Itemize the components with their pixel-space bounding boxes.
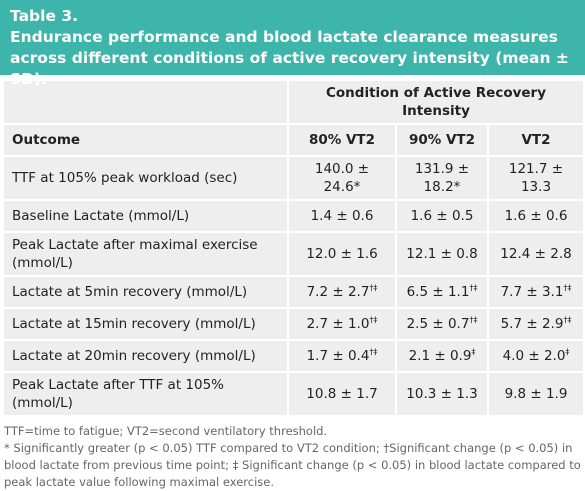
table-row: Lactate at 20min recovery (mmol/L) 1.7 ± … xyxy=(2,339,585,373)
column-header: Outcome xyxy=(2,123,289,157)
value-text: 2.7 ± 1.0 xyxy=(306,316,370,332)
value-cell: 12.0 ± 1.6 xyxy=(287,231,397,277)
outcome-cell: TTF at 105% peak workload (sec) xyxy=(2,155,289,201)
table-title: Endurance performance and blood lactate … xyxy=(10,28,569,88)
value-cell: 1.6 ± 0.6 xyxy=(487,199,585,233)
value-text: 7.7 ± 3.1 xyxy=(500,284,564,300)
data-table: Condition of Active Recovery Intensity Ou… xyxy=(2,79,585,417)
value-cell: 131.9 ± 18.2* xyxy=(395,155,489,201)
empty-cell xyxy=(2,79,289,125)
significance-mark: †‡ xyxy=(469,315,478,325)
value-cell: 2.5 ± 0.7†‡ xyxy=(395,307,489,341)
value-cell: 10.8 ± 1.7 xyxy=(287,371,397,417)
value-cell: 1.4 ± 0.6 xyxy=(287,199,397,233)
outcome-cell: Baseline Lactate (mmol/L) xyxy=(2,199,289,233)
group-header-row: Condition of Active Recovery Intensity xyxy=(2,79,585,125)
value-cell: 4.0 ± 2.0‡ xyxy=(487,339,585,373)
column-header-row: Outcome 80% VT2 90% VT2 VT2 xyxy=(2,123,585,157)
table-row: Lactate at 5min recovery (mmol/L) 7.2 ± 2… xyxy=(2,275,585,309)
value-cell: 7.2 ± 2.7†‡ xyxy=(287,275,397,309)
value-text: 4.0 ± 2.0 xyxy=(502,348,566,364)
value-cell: 10.3 ± 1.3 xyxy=(395,371,489,417)
significance-mark: †‡ xyxy=(369,315,378,325)
footnote: TTF=time to fatigue; VT2=second ventilat… xyxy=(4,424,328,438)
value-cell: 2.7 ± 1.0†‡ xyxy=(287,307,397,341)
significance-mark: ‡ xyxy=(565,347,570,357)
column-header: VT2 xyxy=(487,123,585,157)
table-header: Table 3. Endurance performance and blood… xyxy=(0,0,585,88)
table-row: Lactate at 15min recovery (mmol/L) 2.7 ± … xyxy=(2,307,585,341)
outcome-cell: Lactate at 15min recovery (mmol/L) xyxy=(2,307,289,341)
footnote: * Significantly greater (p < 0.05) TTF c… xyxy=(4,441,581,489)
value-cell: 2.1 ± 0.9‡ xyxy=(395,339,489,373)
column-header: 80% VT2 xyxy=(287,123,397,157)
outcome-cell: Lactate at 20min recovery (mmol/L) xyxy=(2,339,289,373)
value-cell: 140.0 ± 24.6* xyxy=(287,155,397,201)
significance-mark: †‡ xyxy=(563,315,572,325)
value-text: 5.7 ± 2.9 xyxy=(500,316,564,332)
value-text: 1.7 ± 0.4 xyxy=(306,348,370,364)
footnotes: TTF=time to fatigue; VT2=second ventilat… xyxy=(0,417,585,491)
value-text: 2.1 ± 0.9 xyxy=(408,348,472,364)
significance-mark: †‡ xyxy=(369,283,378,293)
table-row: Baseline Lactate (mmol/L) 1.4 ± 0.6 1.6 ± … xyxy=(2,199,585,233)
value-cell: 9.8 ± 1.9 xyxy=(487,371,585,417)
table-label: Table 3. xyxy=(10,7,79,25)
table-row: Peak Lactate after maximal exercise (mmo… xyxy=(2,231,585,277)
value-cell: 12.4 ± 2.8 xyxy=(487,231,585,277)
outcome-cell: Peak Lactate after maximal exercise (mmo… xyxy=(2,231,289,277)
significance-mark: ‡ xyxy=(471,347,476,357)
outcome-cell: Peak Lactate after TTF at 105% (mmol/L) xyxy=(2,371,289,417)
value-text: 2.5 ± 0.7 xyxy=(406,316,470,332)
significance-mark: †‡ xyxy=(469,283,478,293)
value-cell: 5.7 ± 2.9†‡ xyxy=(487,307,585,341)
table-row: Peak Lactate after TTF at 105% (mmol/L) 1… xyxy=(2,371,585,417)
value-cell: 12.1 ± 0.8 xyxy=(395,231,489,277)
value-text: 6.5 ± 1.1 xyxy=(406,284,470,300)
significance-mark: †‡ xyxy=(563,283,572,293)
table-row: TTF at 105% peak workload (sec) 140.0 ± 2… xyxy=(2,155,585,201)
value-cell: 6.5 ± 1.1†‡ xyxy=(395,275,489,309)
value-text: 7.2 ± 2.7 xyxy=(306,284,370,300)
group-header: Condition of Active Recovery Intensity xyxy=(287,79,585,125)
value-cell: 121.7 ± 13.3 xyxy=(487,155,585,201)
column-header: 90% VT2 xyxy=(395,123,489,157)
significance-mark: †‡ xyxy=(369,347,378,357)
value-cell: 1.6 ± 0.5 xyxy=(395,199,489,233)
value-cell: 1.7 ± 0.4†‡ xyxy=(287,339,397,373)
value-cell: 7.7 ± 3.1†‡ xyxy=(487,275,585,309)
outcome-cell: Lactate at 5min recovery (mmol/L) xyxy=(2,275,289,309)
